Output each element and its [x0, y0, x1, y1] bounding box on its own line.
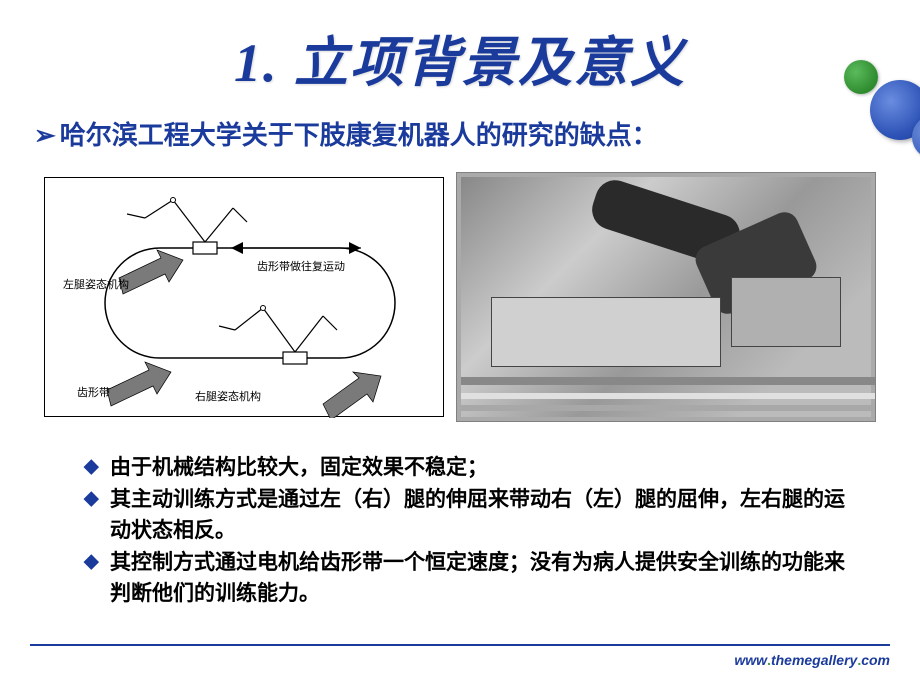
- triangle-bullet-icon: ➢: [34, 120, 56, 151]
- label-belt: 齿形带: [77, 384, 110, 400]
- schematic-diagram: 左腿姿态机构 齿形带做往复运动 齿形带 右腿姿态机构: [44, 177, 444, 417]
- photo-robot: [456, 172, 876, 422]
- slide: 1. 立项背景及意义 ➢哈尔滨工程大学关于下肢康复机器人的研究的缺点：: [0, 0, 920, 690]
- bullet-item: 其主动训练方式是通过左（右）腿的伸屈来带动右（左）腿的屈伸，左右腿的运动状态相反…: [110, 484, 850, 547]
- photo-content: [461, 177, 871, 417]
- footer-www: www: [734, 652, 767, 668]
- label-left-leg: 左腿姿态机构: [63, 276, 129, 292]
- bullet-item: 其控制方式通过电机给齿形带一个恒定速度；没有为病人提供安全训练的功能来判断他们的…: [110, 547, 850, 610]
- footer-tld: com: [861, 652, 890, 668]
- diagram-svg: [45, 178, 445, 418]
- slide-title: 1. 立项背景及意义: [30, 18, 890, 97]
- label-belt-motion: 齿形带做往复运动: [257, 258, 345, 274]
- bullet-list: 由于机械结构比较大，固定效果不稳定； 其主动训练方式是通过左（右）腿的伸屈来带动…: [30, 452, 890, 610]
- label-right-leg: 右腿姿态机构: [195, 388, 261, 404]
- figure-row: 左腿姿态机构 齿形带做往复运动 齿形带 右腿姿态机构: [30, 172, 890, 422]
- subtitle-text: 哈尔滨工程大学关于下肢康复机器人的研究的缺点：: [60, 120, 658, 150]
- footer: www.themegallery.com: [30, 644, 890, 668]
- circle-green: [844, 60, 878, 94]
- slide-subtitle: ➢哈尔滨工程大学关于下肢康复机器人的研究的缺点：: [30, 115, 890, 152]
- bullet-item: 由于机械结构比较大，固定效果不稳定；: [110, 452, 850, 484]
- footer-domain: themegallery: [771, 652, 857, 668]
